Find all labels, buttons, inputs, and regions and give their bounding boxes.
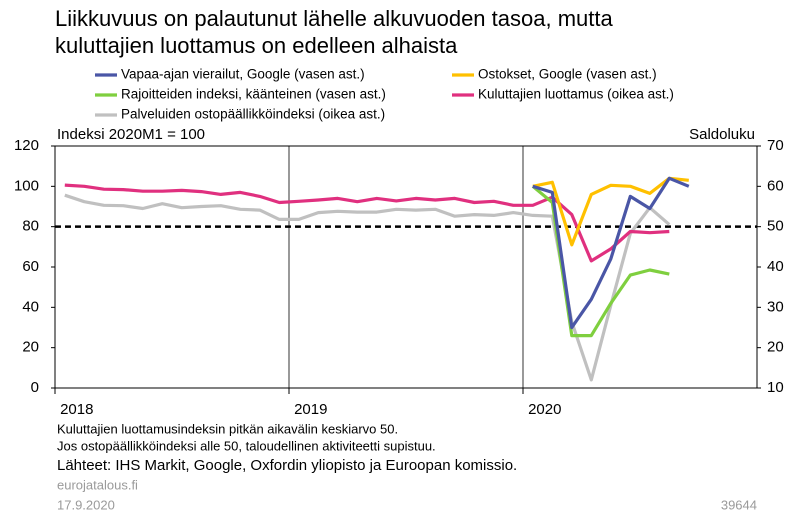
series-line — [532, 176, 690, 330]
x-tick-label: 2019 — [294, 401, 327, 418]
series-line — [532, 176, 689, 247]
source: Lähteet: IHS Markit, Google, Oxfordin yl… — [57, 457, 517, 474]
y-tick-label: 80 — [22, 218, 39, 235]
note: Jos ostopäällikköindeksi alle 50, taloud… — [57, 438, 436, 453]
y2-tick-label: 70 — [767, 137, 784, 154]
x-tick-label: 2020 — [528, 401, 561, 418]
y2-tick-label: 50 — [767, 218, 784, 235]
y2-tick-label: 30 — [767, 298, 784, 315]
y-tick-label: 40 — [22, 298, 39, 315]
plot-frame — [54, 145, 758, 389]
y2-tick-label: 60 — [767, 177, 784, 194]
y2-tick-label: 20 — [767, 339, 784, 356]
chart-id: 39644 — [721, 497, 757, 512]
date: 17.9.2020 — [57, 497, 115, 512]
y-tick-label: 100 — [14, 177, 39, 194]
y-axis-label: Indeksi 2020M1 = 100 — [57, 126, 205, 143]
legend-label: Palveluiden ostopäällikköindeksi (oikea … — [121, 107, 385, 122]
y-tick-label: 0 — [31, 379, 39, 396]
chart-title: kuluttajien luottamus on edelleen alhais… — [55, 33, 458, 58]
legend-label: Rajoitteiden indeksi, käänteinen (vasen … — [121, 87, 386, 102]
y-tick-label: 120 — [14, 137, 39, 154]
legend-label: Kuluttajien luottamus (oikea ast.) — [478, 87, 674, 102]
y2-tick-label: 10 — [767, 379, 784, 396]
series-line — [64, 183, 670, 263]
note: Kuluttajien luottamusindeksin pitkän aik… — [57, 421, 398, 436]
legend-label: Vapaa-ajan vierailut, Google (vasen ast.… — [121, 67, 365, 82]
y-tick-label: 20 — [22, 339, 39, 356]
site: eurojatalous.fi — [57, 477, 138, 492]
chart-title: Liikkuvuus on palautunut lähelle alkuvuo… — [55, 6, 613, 31]
legend-label: Ostokset, Google (vasen ast.) — [478, 67, 657, 82]
y-tick-label: 60 — [22, 258, 39, 275]
y2-axis-label: Saldoluku — [689, 126, 755, 143]
y2-tick-label: 40 — [767, 258, 784, 275]
x-tick-label: 2018 — [60, 401, 93, 418]
